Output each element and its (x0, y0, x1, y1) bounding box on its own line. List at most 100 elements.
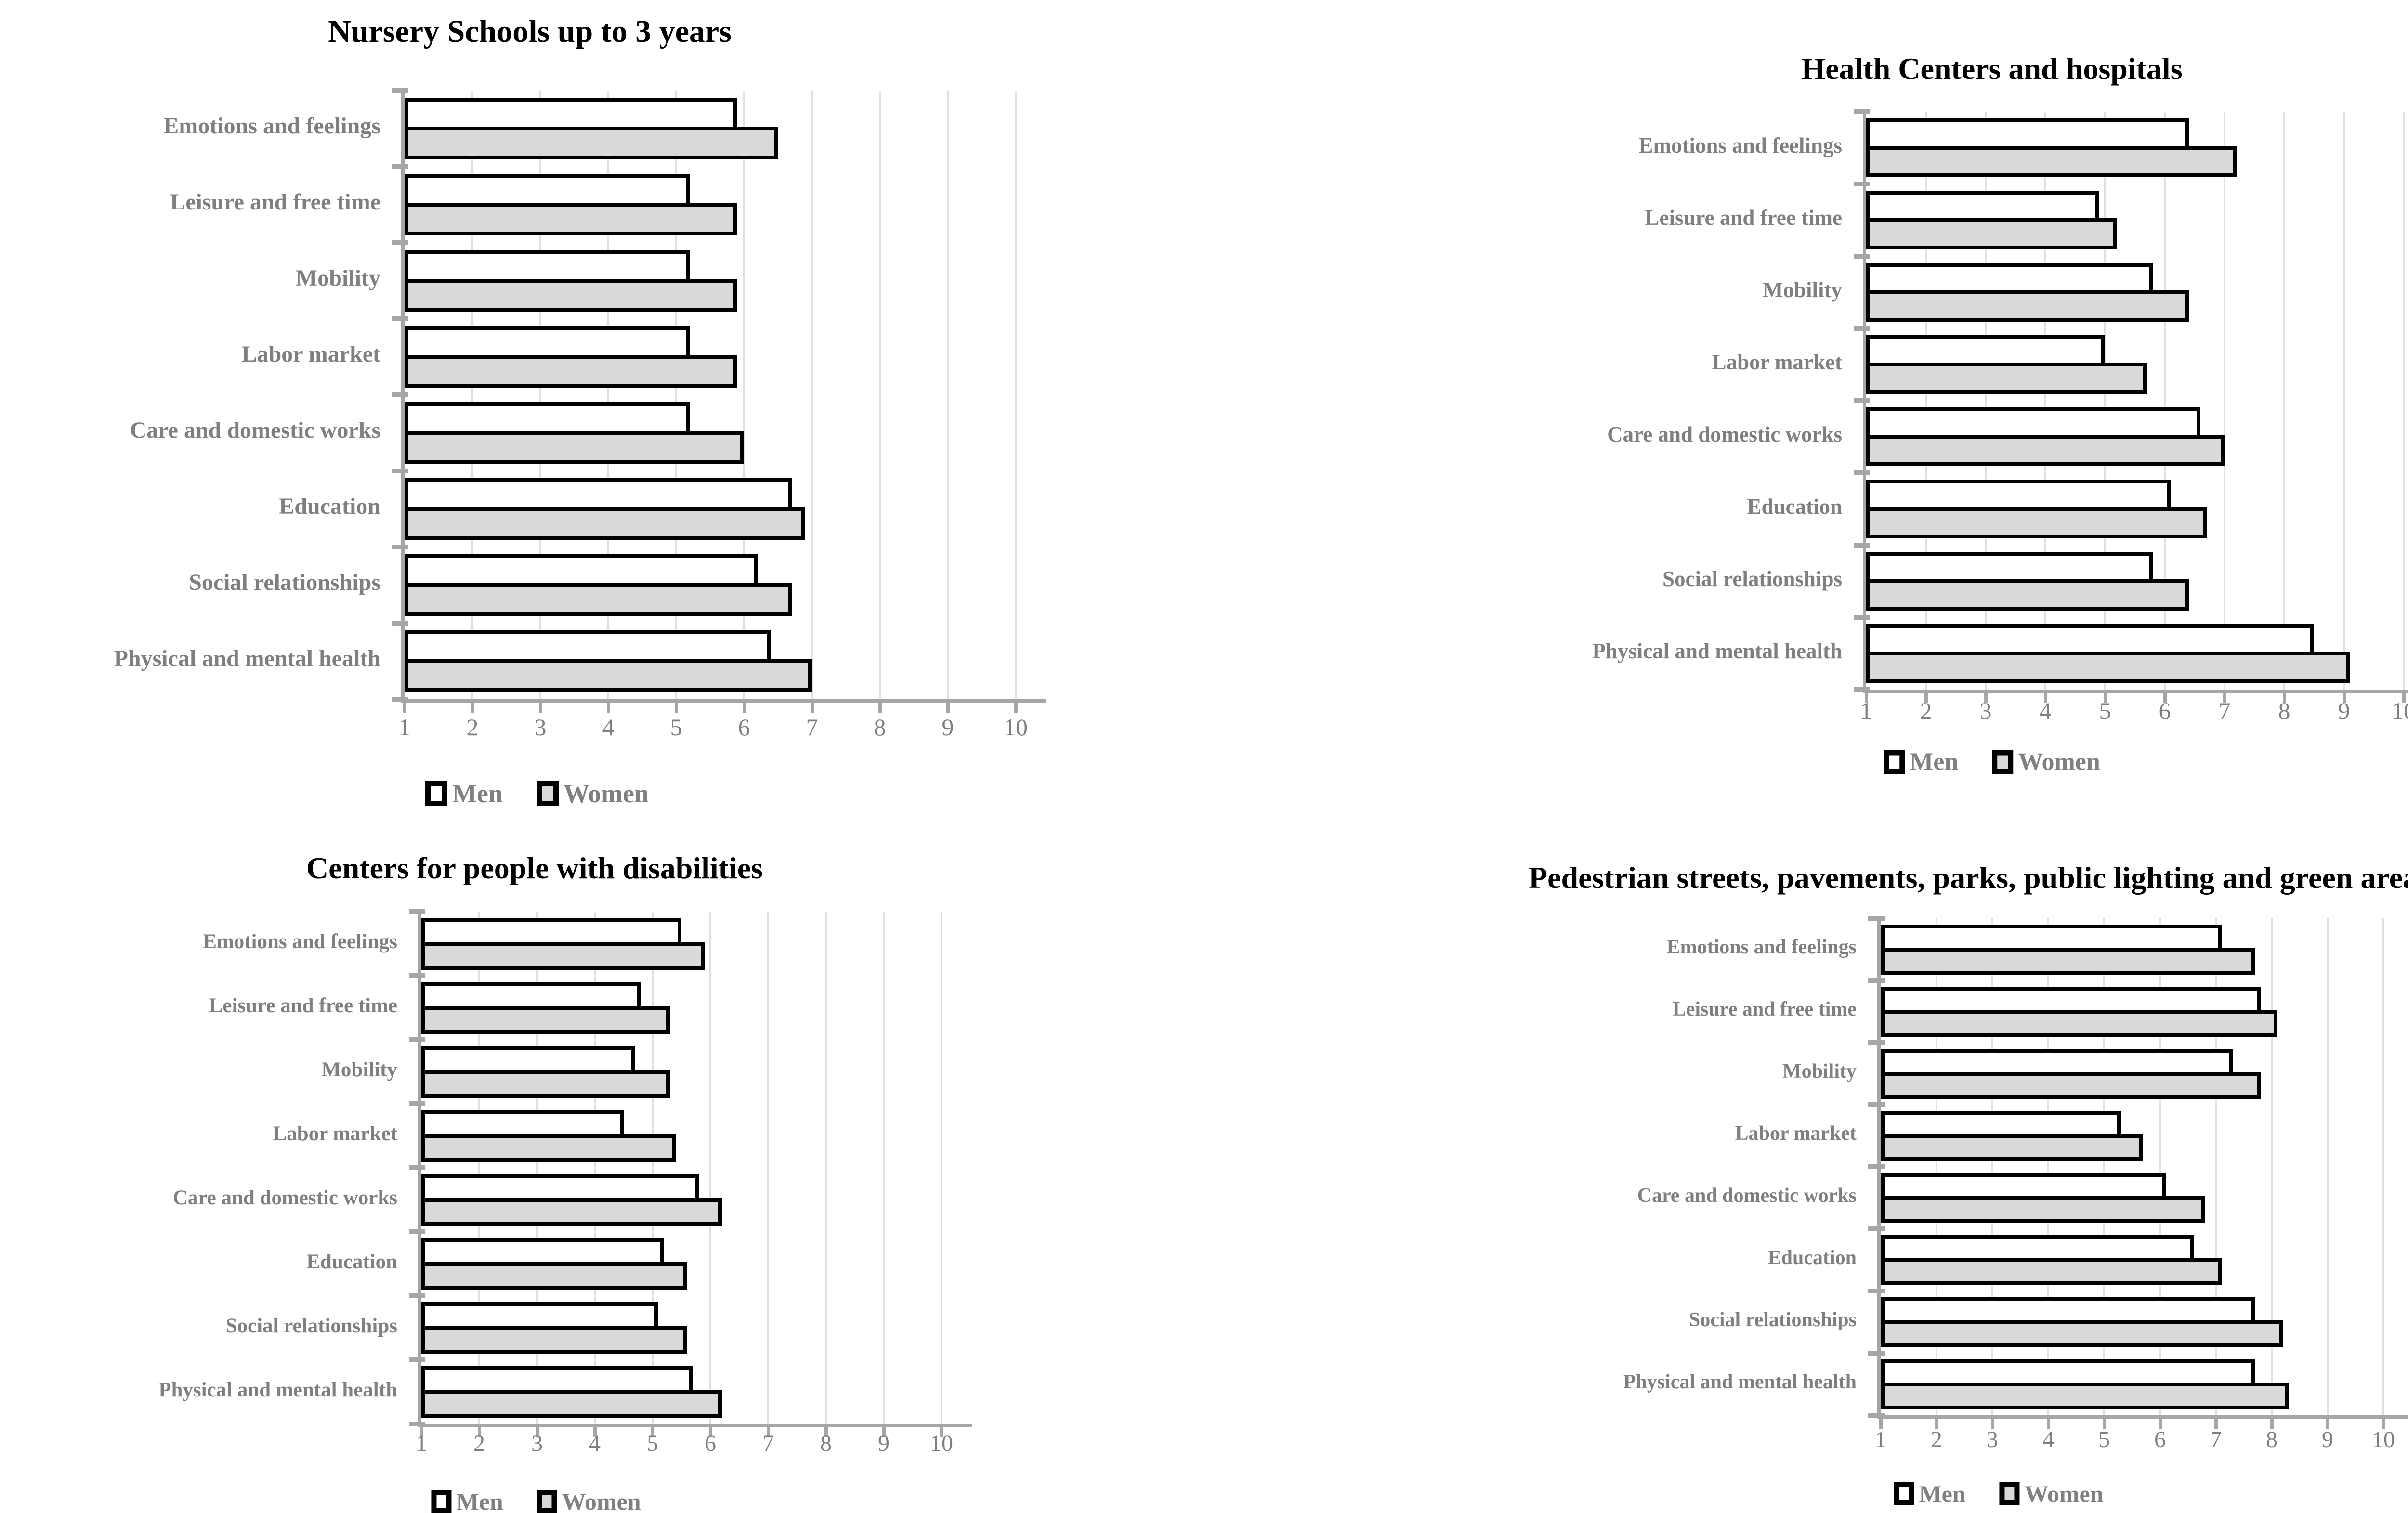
bar-men (405, 174, 690, 207)
bar-women (421, 1198, 722, 1226)
category-axis-tick (409, 909, 425, 914)
bar-men (405, 98, 737, 130)
bar-women (1866, 579, 2189, 611)
x-axis-tick (811, 699, 814, 713)
category-axis-tick (392, 621, 408, 626)
category-label: Physical and mental health (158, 1378, 397, 1401)
legend-men-entry: Men (1894, 1480, 1966, 1508)
category-axis-tick (409, 1165, 425, 1170)
bar-men (1866, 407, 2200, 439)
gridline (2224, 112, 2225, 690)
bar-women (1866, 290, 2189, 322)
bar-men (1866, 263, 2153, 294)
bar-men (1881, 925, 2222, 952)
x-axis-tick (2163, 690, 2167, 703)
x-axis-tick (824, 1424, 828, 1437)
gridline (2104, 112, 2106, 690)
category-axis-tick (392, 164, 408, 169)
x-axis-tick (2044, 690, 2047, 703)
x-axis-tick (1935, 1415, 1938, 1429)
x-axis-tick (2382, 1415, 2385, 1429)
category-axis-tick (1868, 1413, 1885, 1418)
gridline (2047, 918, 2049, 1415)
legend-men-entry: Men (1884, 748, 1958, 776)
legend-women-swatch (537, 1490, 557, 1513)
category-axis-tick (1868, 1164, 1885, 1169)
gridline (811, 91, 813, 699)
legend-women-label: Women (562, 1488, 641, 1513)
bar-women (421, 1262, 687, 1290)
bar-women (1881, 1258, 2222, 1285)
chart-title: Health Centers and hospitals (1801, 52, 2183, 86)
bar-women (405, 583, 792, 616)
x-tick-label: 10 (2372, 1427, 2395, 1453)
legend-men-label: Men (452, 779, 503, 808)
bar-men (1881, 987, 2261, 1014)
category-axis-tick (1868, 978, 1885, 983)
gridline (941, 912, 942, 1424)
category-axis-tick (1868, 1289, 1885, 1293)
gridline (947, 91, 949, 699)
category-axis-tick (392, 392, 408, 397)
legend-women-entry: Women (537, 1487, 641, 1513)
category-axis-tick (409, 973, 425, 978)
category-axis-tick (392, 697, 408, 702)
bar-men (1866, 118, 2189, 150)
bar-men (405, 326, 690, 359)
x-tick-label: 9 (2322, 1427, 2333, 1453)
category-axis-tick (1854, 687, 1870, 692)
x-tick-label: 8 (820, 1431, 832, 1457)
x-axis-tick (940, 1424, 943, 1437)
gridline (825, 912, 827, 1424)
gridline (539, 91, 541, 699)
category-label: Emotions and feelings (1666, 936, 1857, 959)
x-tick-label: 10 (2392, 697, 2408, 724)
category-axis-tick (392, 316, 408, 321)
bar-men (1866, 335, 2105, 366)
x-axis-tick (593, 1424, 597, 1437)
legend-women-label: Women (2024, 1480, 2104, 1507)
bar-women (405, 507, 805, 540)
x-tick-label: 5 (647, 1431, 658, 1457)
gridline (1925, 112, 1927, 690)
x-tick-label: 6 (705, 1431, 716, 1457)
category-axis-tick (392, 88, 408, 93)
chart-title: Centers for people with disabilities (306, 851, 763, 885)
legend: Men Women (1884, 748, 2100, 776)
category-label: Leisure and free time (1645, 206, 1842, 230)
x-axis-tick (1879, 1415, 1883, 1429)
legend-men-entry: Men (425, 779, 503, 809)
y-axis-line (1877, 916, 1881, 1418)
category-label: Mobility (296, 265, 380, 291)
category-label: Care and domestic works (172, 1186, 397, 1209)
category-label: Care and domestic works (1637, 1185, 1857, 1207)
gridline (607, 91, 609, 699)
bar-men (421, 1238, 664, 1266)
gridline (2343, 112, 2345, 690)
bar-women (405, 355, 737, 388)
category-axis-tick (1868, 1040, 1885, 1045)
category-axis-tick (1868, 1102, 1885, 1107)
category-axis-tick (392, 469, 408, 473)
legend-men-swatch (1884, 750, 1905, 774)
legend: Men Women (431, 1487, 641, 1513)
bar-men (405, 554, 758, 587)
x-tick-label: 9 (2338, 697, 2350, 724)
bar-women (1866, 435, 2225, 466)
bar-men (405, 478, 792, 511)
bar-women (405, 431, 744, 464)
x-tick-label: 4 (602, 714, 615, 741)
bar-men (1881, 1235, 2194, 1262)
legend-women-label: Women (563, 779, 649, 808)
x-axis-tick (403, 699, 406, 713)
category-label: Care and domestic works (1607, 422, 1842, 447)
gridline (471, 91, 473, 699)
gridline (2327, 918, 2329, 1415)
x-tick-label: 10 (1004, 714, 1028, 741)
gridline (652, 912, 654, 1424)
x-tick-label: 6 (738, 714, 750, 741)
bar-women (1866, 363, 2147, 394)
legend-women-swatch (536, 781, 559, 806)
category-label: Physical and mental health (1592, 639, 1842, 664)
